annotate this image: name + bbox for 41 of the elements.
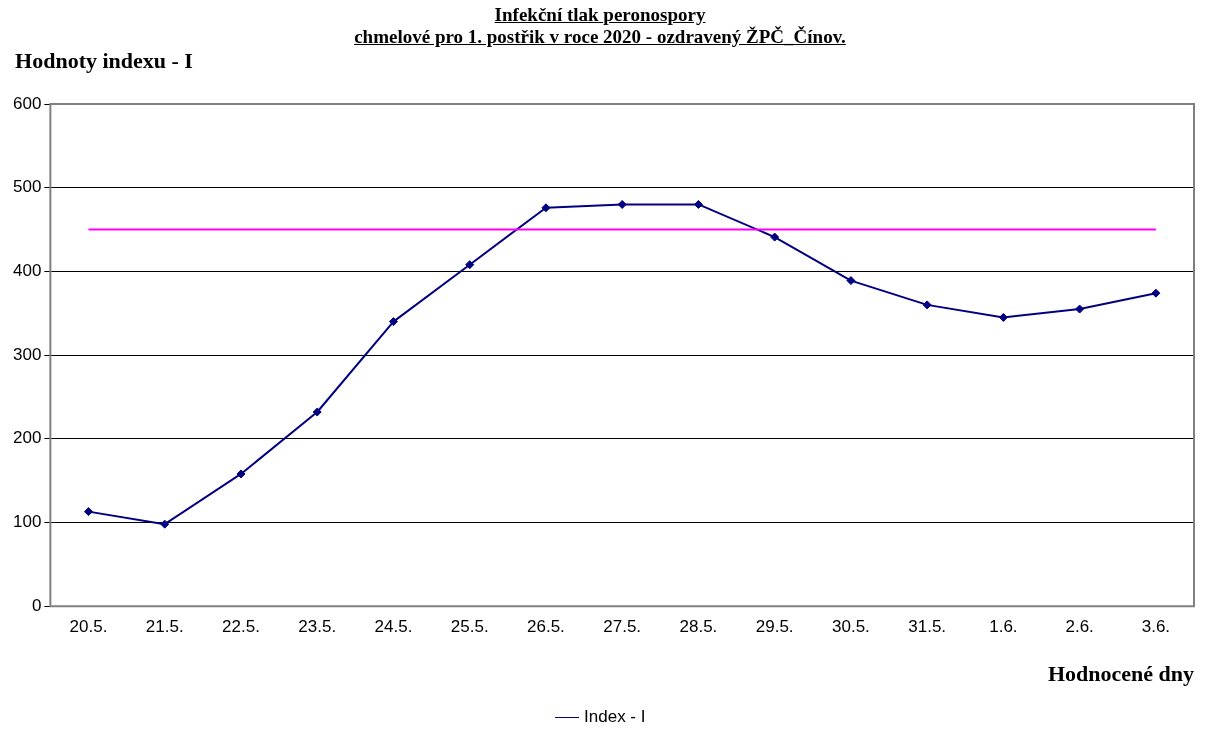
x-tick-label: 3.6.: [1141, 617, 1171, 637]
x-tick-label: 29.5.: [755, 617, 794, 637]
x-tick-label: 22.5.: [222, 617, 260, 637]
point: [922, 300, 932, 310]
point: [465, 260, 475, 270]
chart-title: Infekční tlak peronospory chmelové pro 1. postřik v roce 2020 - ozdravený ŽPČ_Čínov.: [353, 4, 847, 48]
legend-label: Index - I: [584, 707, 646, 727]
x-tick-label: 23.5.: [298, 617, 337, 637]
point: [1075, 304, 1085, 314]
x-tick-label: 21.5.: [145, 617, 184, 637]
y-tick-label: 100: [12, 512, 42, 532]
y-tick-label: 600: [12, 93, 42, 113]
point: [160, 519, 170, 529]
point: [693, 199, 703, 209]
point: [312, 407, 322, 417]
x-tick-label: 20.5.: [69, 617, 108, 637]
x-axis-title: Hodnocené dny: [1047, 661, 1194, 687]
point: [541, 203, 551, 213]
point: [1151, 288, 1161, 298]
y-axis-title: Hodnoty indexu - I: [14, 48, 194, 74]
y-tick-label: 500: [12, 177, 42, 197]
y-tick-label: 0: [31, 595, 42, 615]
x-tick-label: 26.5.: [527, 617, 565, 637]
x-tick-label: 25.5.: [450, 617, 489, 637]
y-tick-label: 400: [12, 261, 42, 281]
x-tick-label: 27.5.: [603, 617, 642, 637]
point: [998, 312, 1008, 322]
point: [236, 469, 246, 479]
point: [770, 232, 780, 242]
x-tick-label: 24.5.: [374, 617, 413, 637]
x-tick-label: 31.5.: [908, 617, 947, 637]
x-tick-label: 1.6.: [989, 617, 1018, 637]
y-tick-label: 200: [12, 428, 42, 448]
x-tick-label: 2.6.: [1065, 617, 1094, 637]
x-tick-label: 28.5.: [679, 617, 718, 637]
point: [617, 199, 627, 209]
point: [388, 317, 398, 327]
x-tick-label: 30.5.: [832, 617, 870, 637]
point: [83, 507, 93, 517]
point: [846, 276, 856, 286]
y-tick-label: 300: [12, 344, 42, 364]
